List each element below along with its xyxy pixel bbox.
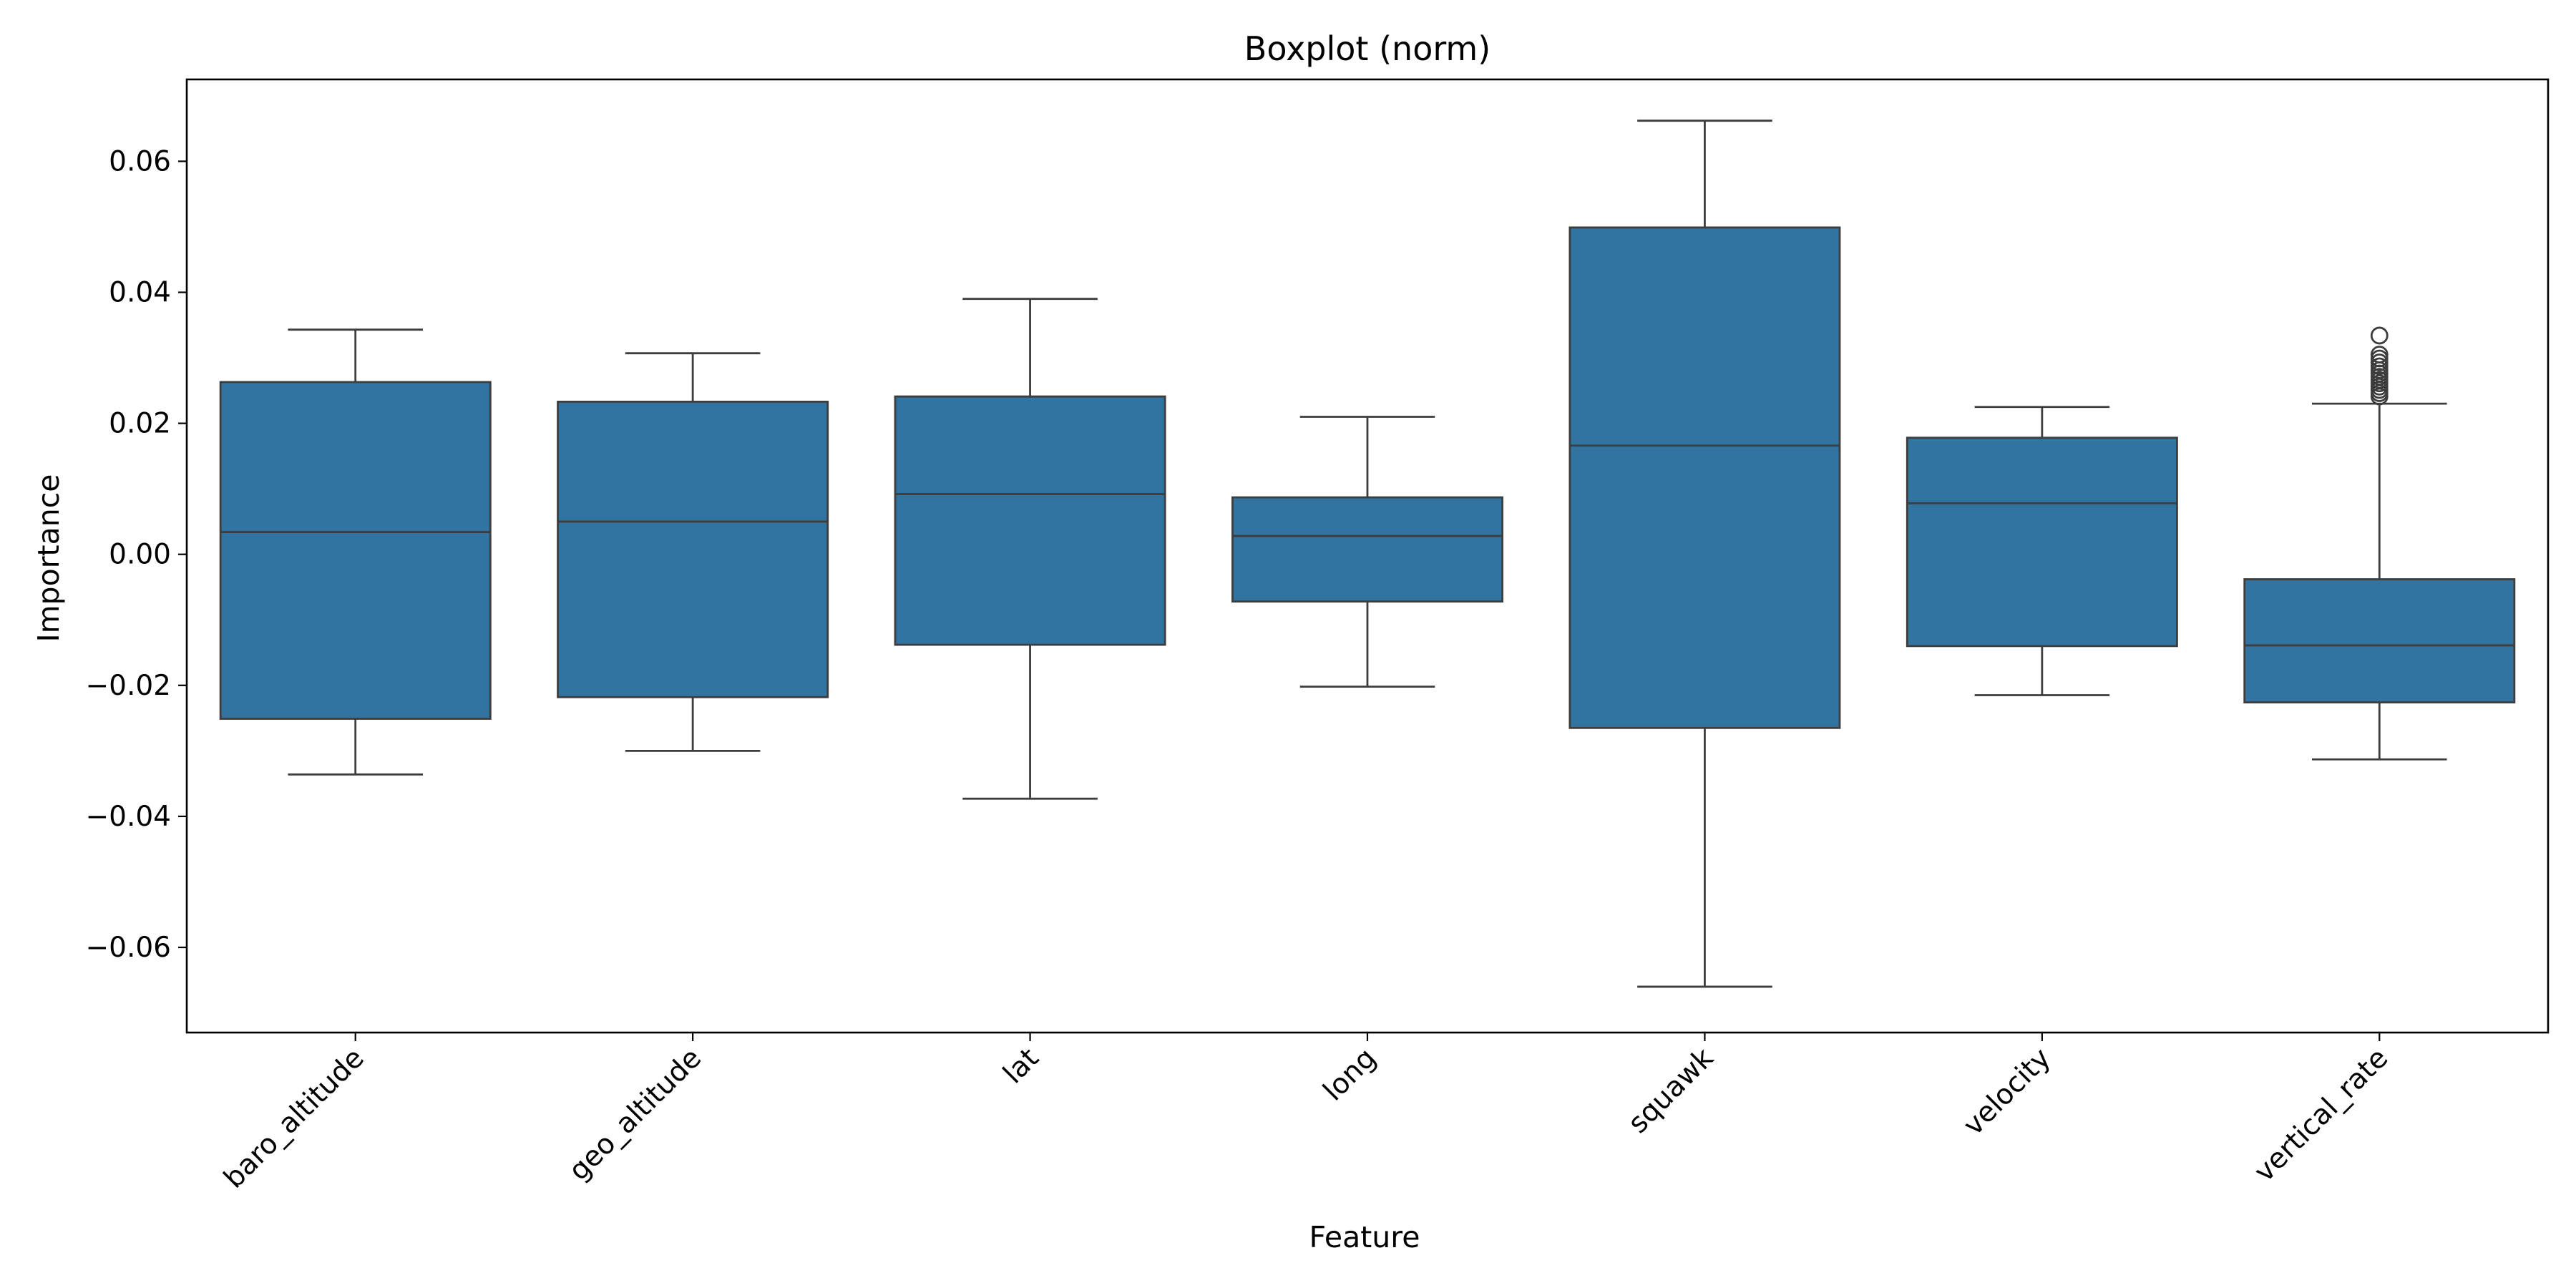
y-tick-label: −0.06 [85, 932, 171, 964]
box-vertical_rate [2243, 326, 2516, 761]
y-tick-label: 0.00 [109, 539, 171, 571]
iqr-box [1568, 226, 1841, 729]
box-squawk [1568, 119, 1841, 988]
box-baro_altitude [219, 328, 492, 776]
boxes-group [219, 119, 2516, 988]
x-axis-label: Feature [1309, 1220, 1420, 1254]
iqr-box [1906, 436, 2178, 648]
y-axis: −0.06 −0.04 −0.02 0.00 0.02 0.04 0.06 [85, 145, 187, 964]
y-tick-label: 0.04 [109, 277, 171, 309]
y-tick-label: −0.04 [85, 801, 171, 833]
y-tick-label: −0.02 [85, 670, 171, 702]
box-lat [894, 298, 1166, 800]
y-tick-label: 0.02 [109, 408, 171, 440]
box-velocity [1906, 406, 2178, 696]
iqr-box [219, 381, 492, 720]
box-long [1231, 416, 1503, 688]
iqr-box [2243, 578, 2516, 704]
chart-title: Boxplot (norm) [1244, 29, 1491, 68]
y-tick-label: 0.06 [109, 145, 171, 177]
iqr-box [1231, 496, 1503, 603]
outlier-point [2370, 326, 2389, 345]
y-axis-label: Importance [31, 474, 66, 643]
box-geo_altitude [557, 352, 829, 752]
iqr-box [894, 395, 1166, 646]
outlier-point [2370, 387, 2389, 406]
iqr-box [557, 401, 829, 698]
